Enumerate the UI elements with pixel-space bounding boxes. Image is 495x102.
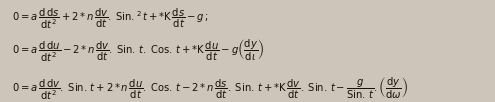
Text: $0 = a\,\dfrac{\mathrm{d}\,\mathrm{d}s}{\mathrm{d}t^{2}} + 2\,{*}\,n\,\dfrac{\ma: $0 = a\,\dfrac{\mathrm{d}\,\mathrm{d}s}{… [12,6,209,31]
Text: $0 = a\,\dfrac{\mathrm{d}\,\mathrm{d}u}{\mathrm{d}t^{2}} - 2\,{*}\,n\,\dfrac{\ma: $0 = a\,\dfrac{\mathrm{d}\,\mathrm{d}u}{… [12,38,264,64]
Text: $0 = a\,\dfrac{\mathrm{d}\,\mathrm{d}v}{\mathrm{d}t^{2}}.\;\mathrm{Sin.}\,t + 2\: $0 = a\,\dfrac{\mathrm{d}\,\mathrm{d}v}{… [12,75,408,102]
